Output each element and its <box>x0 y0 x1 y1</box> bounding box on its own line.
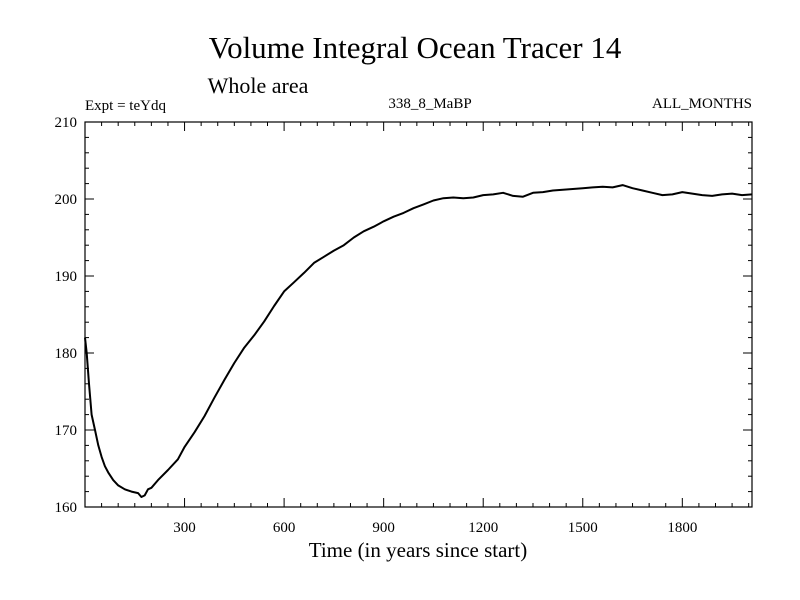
data-series-line <box>84 184 753 498</box>
x-tick-label: 900 <box>372 520 395 536</box>
chart-title: Volume Integral Ocean Tracer 14 <box>209 30 622 65</box>
months-label: ALL_MONTHS <box>652 96 752 112</box>
plot-frame <box>84 121 753 508</box>
y-tick-label: 170 <box>55 423 78 439</box>
y-tick-label: 200 <box>55 192 78 208</box>
y-tick-label: 210 <box>55 115 78 131</box>
x-tick-label: 1200 <box>468 520 498 536</box>
axis-ticks <box>85 121 752 508</box>
x-tick-labels: 300 600 900 1200 1500 1800 <box>173 520 697 536</box>
x-axis-label: Time (in years since start) <box>309 538 528 562</box>
x-tick-label: 300 <box>173 520 196 536</box>
x-tick-label: 1800 <box>667 520 697 536</box>
y-tick-label: 180 <box>55 346 78 362</box>
x-tick-label: 1500 <box>568 520 598 536</box>
chart-subtitle: Whole area <box>208 73 309 98</box>
y-tick-labels: 160 170 180 190 200 210 <box>55 115 78 516</box>
y-tick-label: 190 <box>55 269 78 285</box>
y-tick-label: 160 <box>55 500 78 516</box>
period-label: 338_8_MaBP <box>388 96 471 112</box>
experiment-label: Expt = teYdq <box>85 98 166 114</box>
x-tick-label: 600 <box>273 520 296 536</box>
